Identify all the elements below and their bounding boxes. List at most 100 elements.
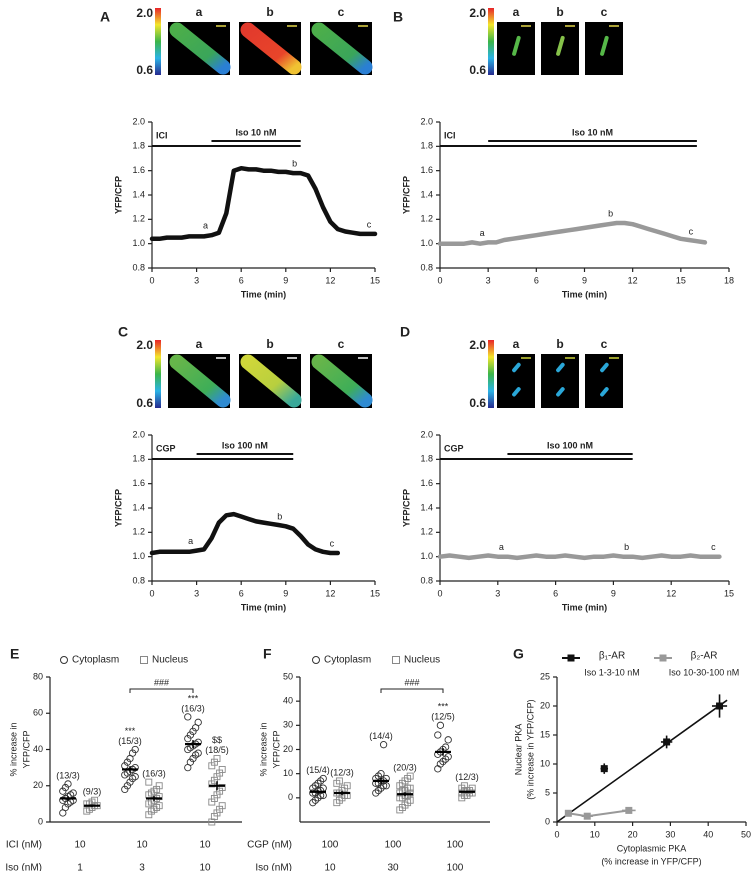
x-tick-label: 15 — [370, 588, 380, 598]
y-axis-label: YFP/CFP — [21, 730, 31, 768]
y-axis-label: % increase in — [258, 722, 268, 776]
legend-marker — [312, 656, 320, 664]
y-tick-label: 80 — [33, 671, 43, 681]
x-tick-label: 3 — [495, 588, 500, 598]
data-point — [311, 796, 320, 804]
y-tick-label: 1.8 — [132, 141, 145, 151]
data-point — [189, 727, 197, 736]
condition-label: Iso (nM) — [255, 863, 292, 871]
legend-label: Nucleus — [404, 655, 440, 666]
cell — [600, 362, 609, 373]
image-label: a — [513, 337, 520, 351]
y-tick-label: 0 — [545, 816, 550, 826]
significance-label: *** — [125, 726, 136, 736]
comparison-label: ### — [154, 677, 169, 687]
data-point — [213, 755, 221, 763]
data-point — [218, 802, 226, 810]
cell-image — [497, 354, 535, 408]
data-point — [155, 782, 163, 790]
data-point — [434, 731, 442, 739]
x-tick-label: 15 — [724, 588, 734, 598]
x-axis-label: Time (min) — [562, 602, 607, 612]
panel-letter: D — [400, 324, 410, 340]
x-tick-label: 12 — [666, 588, 676, 598]
data-point — [131, 745, 139, 754]
data-point — [189, 754, 197, 763]
data-point — [194, 738, 202, 746]
x-tick-label: 6 — [534, 275, 539, 285]
data-point — [444, 736, 452, 744]
y-tick-label: 30 — [283, 720, 293, 730]
y-tick-label: 60 — [33, 708, 43, 718]
cell — [311, 354, 373, 408]
x-axis-label: Time (min) — [241, 602, 286, 612]
data-point — [131, 763, 139, 772]
condition-value: 10 — [324, 863, 336, 871]
y-tick-label: 1.0 — [132, 238, 145, 248]
legend-label: β₁-AR — [599, 651, 625, 662]
x-tick-label: 20 — [628, 829, 638, 839]
image-label: a — [513, 5, 520, 19]
panel-letter: B — [393, 9, 403, 25]
data-point — [61, 803, 70, 812]
treatment-label: CGP — [444, 443, 464, 453]
treatment-label: ICI — [444, 130, 456, 140]
cell — [169, 22, 231, 75]
panel-letter: G — [513, 646, 524, 662]
y-axis-label: (% increase in YFP/CFP) — [525, 699, 535, 799]
colorbar — [488, 340, 494, 408]
point-label: b — [608, 208, 613, 218]
treatment-label: ICI — [156, 130, 168, 140]
y-axis-label: Nuclear PKA — [513, 724, 523, 776]
y-tick-label: 2.0 — [420, 116, 433, 126]
data-point — [59, 787, 67, 795]
cell — [240, 354, 302, 408]
legend-marker — [567, 654, 575, 662]
data-point — [335, 777, 343, 785]
y-tick-label: 40 — [283, 696, 293, 706]
data-point — [186, 731, 195, 739]
y-tick-label: 10 — [540, 758, 550, 768]
treatment-label: CGP — [156, 443, 176, 453]
x-tick-label: 0 — [437, 588, 442, 598]
colorbar — [155, 8, 161, 75]
trace — [149, 165, 378, 242]
data-point — [194, 749, 202, 757]
colorbar — [155, 340, 161, 408]
colorbar-label: 2.0 — [136, 6, 153, 20]
cell — [311, 22, 373, 75]
colorbar-label: 2.0 — [469, 6, 486, 20]
data-point — [441, 743, 450, 751]
data-point — [377, 770, 385, 778]
data-point — [625, 806, 633, 814]
legend-label: Cytoplasm — [72, 655, 119, 666]
cell — [512, 35, 521, 56]
image-label: b — [266, 337, 273, 351]
colorbar-label: 0.6 — [136, 63, 153, 77]
y-tick-label: 2.0 — [420, 429, 433, 439]
y-tick-label: 20 — [33, 780, 43, 790]
y-tick-label: 1.2 — [420, 214, 433, 224]
y-tick-label: 5 — [545, 787, 550, 797]
colorbar-label: 0.6 — [136, 396, 153, 410]
trace — [437, 553, 722, 561]
legend-marker — [392, 656, 400, 664]
treatment-label: Iso 100 nM — [222, 440, 268, 450]
data-point — [343, 782, 351, 790]
x-tick-label: 9 — [611, 588, 616, 598]
x-tick-label: 12 — [628, 275, 638, 285]
image-label: b — [556, 337, 563, 351]
data-point — [716, 702, 724, 710]
cell-image — [541, 354, 579, 408]
n-label: (14/4) — [369, 731, 393, 741]
significance-label: *** — [438, 702, 449, 712]
x-tick-label: 12 — [325, 275, 335, 285]
colorbar-label: 0.6 — [469, 63, 486, 77]
data-point — [128, 749, 137, 757]
image-label: b — [556, 5, 563, 19]
n-label: (15/3) — [118, 736, 142, 746]
colorbar-label: 0.6 — [469, 396, 486, 410]
